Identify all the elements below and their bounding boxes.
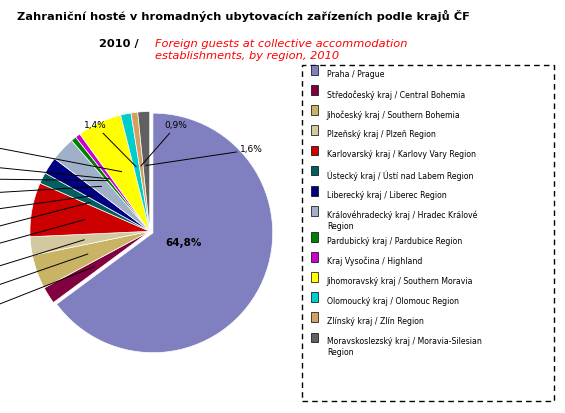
Text: 0,9%: 0,9% <box>141 121 188 166</box>
Bar <box>311 252 319 262</box>
Text: 2,3%: 2,3% <box>0 195 94 220</box>
Wedge shape <box>56 113 273 353</box>
Text: Jihočeský kraj / Southern Bohemia: Jihočeský kraj / Southern Bohemia <box>327 110 460 120</box>
Text: Liberecký kraj / Liberec Region: Liberecký kraj / Liberec Region <box>327 191 446 200</box>
Text: 7,3%: 7,3% <box>0 220 85 260</box>
Bar <box>311 146 319 155</box>
Text: Foreign guests at collective accommodation
establishments, by region, 2010: Foreign guests at collective accommodati… <box>155 39 408 61</box>
Bar <box>311 186 319 195</box>
Text: 1,5%: 1,5% <box>0 202 90 242</box>
Text: Ústecký kraj / Ústí nad Labem Region: Ústecký kraj / Ústí nad Labem Region <box>327 171 473 181</box>
Text: 4,6%: 4,6% <box>0 254 88 304</box>
Wedge shape <box>44 231 150 302</box>
Text: Zlínský kraj / Zlín Region: Zlínský kraj / Zlín Region <box>327 317 424 326</box>
Text: Karlovarský kraj / Karlovy Vary Region: Karlovarský kraj / Karlovy Vary Region <box>327 150 476 159</box>
Text: Olomoucký kraj / Olomouc Region: Olomoucký kraj / Olomouc Region <box>327 297 459 306</box>
Wedge shape <box>55 140 150 231</box>
Wedge shape <box>30 231 150 255</box>
Text: Zahraniční hosté v hromadných ubytovacích zařízeních podle krajů ČF: Zahraniční hosté v hromadných ubytovacíc… <box>16 10 470 22</box>
Wedge shape <box>121 113 150 231</box>
Bar <box>311 206 319 216</box>
Text: 0,7%: 0,7% <box>0 174 107 183</box>
Wedge shape <box>76 134 150 231</box>
Bar <box>311 126 319 135</box>
Text: Praha / Prague: Praha / Prague <box>327 70 384 79</box>
Text: Jihomoravský kraj / Southern Moravia: Jihomoravský kraj / Southern Moravia <box>327 277 473 286</box>
Text: 2,3%: 2,3% <box>0 267 94 325</box>
Bar <box>311 65 319 75</box>
Bar <box>311 166 319 176</box>
Text: 1,6%: 1,6% <box>146 145 262 166</box>
Bar <box>311 105 319 115</box>
Text: 2010 /: 2010 / <box>99 39 142 49</box>
Wedge shape <box>138 112 150 231</box>
Text: 0,7%: 0,7% <box>0 159 110 179</box>
Bar <box>311 272 319 282</box>
Wedge shape <box>30 183 150 237</box>
Bar <box>311 332 319 342</box>
Text: 6,0%: 6,0% <box>0 140 121 172</box>
Text: Kraj Vysočina / Highland: Kraj Vysočina / Highland <box>327 257 422 266</box>
Text: Středočeský kraj / Central Bohemia: Středočeský kraj / Central Bohemia <box>327 90 465 100</box>
Text: Královéhradecký kraj / Hradec Králové
Region: Královéhradecký kraj / Hradec Králové Re… <box>327 211 477 231</box>
Wedge shape <box>131 112 150 231</box>
Text: Plzeňský kraj / Plzeň Region: Plzeňský kraj / Plzeň Region <box>327 131 436 139</box>
Wedge shape <box>80 115 150 231</box>
Text: 2,5%: 2,5% <box>0 240 84 284</box>
Text: Moravskoslezský kraj / Moravia-Silesian
Region: Moravskoslezský kraj / Moravia-Silesian … <box>327 337 482 357</box>
Bar <box>311 313 319 322</box>
Wedge shape <box>45 159 150 231</box>
Bar <box>311 232 319 242</box>
Text: Pardubický kraj / Pardubice Region: Pardubický kraj / Pardubice Region <box>327 237 462 246</box>
Text: 1,4%: 1,4% <box>84 121 136 167</box>
Bar <box>311 85 319 95</box>
Text: 64,8%: 64,8% <box>165 238 202 248</box>
Wedge shape <box>32 231 150 288</box>
Wedge shape <box>40 173 150 231</box>
Bar <box>311 292 319 302</box>
Wedge shape <box>72 137 150 231</box>
Text: 3,3%: 3,3% <box>0 186 102 200</box>
